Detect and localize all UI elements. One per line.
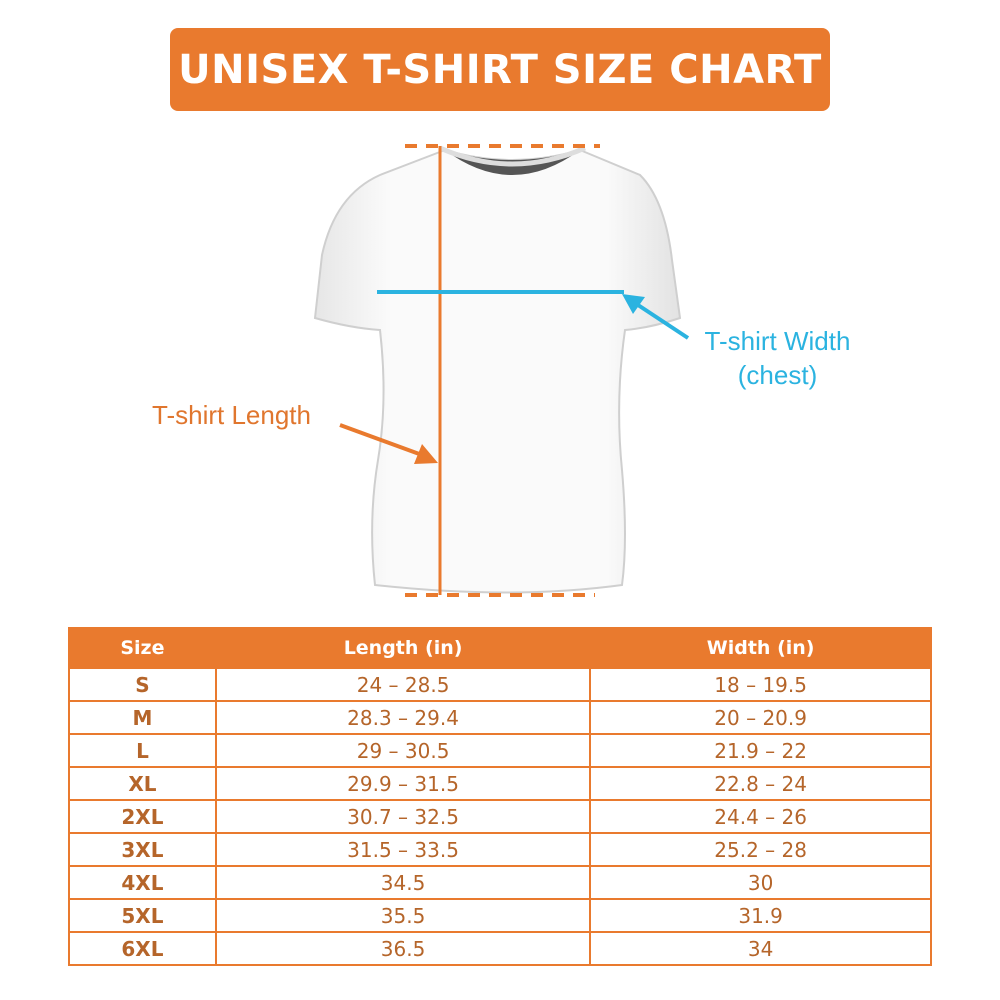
cell-width: 18 – 19.5	[589, 667, 932, 702]
header-length: Length (in)	[214, 627, 592, 669]
cell-length: 29 – 30.5	[214, 733, 592, 768]
cell-length: 35.5	[214, 898, 592, 933]
table-row: 2XL 30.7 – 32.5 24.4 – 26	[68, 799, 932, 834]
cell-width: 25.2 – 28	[589, 832, 932, 867]
cell-size: 4XL	[68, 865, 217, 900]
cell-size: 6XL	[68, 931, 217, 966]
cell-length: 24 – 28.5	[214, 667, 592, 702]
cell-width: 34	[589, 931, 932, 966]
cell-size: XL	[68, 766, 217, 801]
table-row: 4XL 34.5 30	[68, 865, 932, 900]
cell-size: S	[68, 667, 217, 702]
cell-length: 31.5 – 33.5	[214, 832, 592, 867]
cell-width: 31.9	[589, 898, 932, 933]
cell-width: 21.9 – 22	[589, 733, 932, 768]
cell-width: 24.4 – 26	[589, 799, 932, 834]
cell-size: 3XL	[68, 832, 217, 867]
cell-size: M	[68, 700, 217, 735]
tshirt-illustration	[313, 148, 682, 594]
table-row: L 29 – 30.5 21.9 – 22	[68, 733, 932, 768]
cell-length: 28.3 – 29.4	[214, 700, 592, 735]
table-row: 5XL 35.5 31.9	[68, 898, 932, 933]
cell-size: L	[68, 733, 217, 768]
width-arrowhead-icon	[622, 294, 645, 314]
size-table: Size Length (in) Width (in) S 24 – 28.5 18…	[68, 627, 932, 966]
header-width: Width (in)	[589, 627, 932, 669]
table-row: M 28.3 – 29.4 20 – 20.9	[68, 700, 932, 735]
cell-length: 29.9 – 31.5	[214, 766, 592, 801]
table-row: 3XL 31.5 – 33.5 25.2 – 28	[68, 832, 932, 867]
length-label: T-shirt Length	[152, 400, 311, 430]
page-title: UNISEX T-SHIRT SIZE CHART	[170, 28, 830, 111]
table-row: XL 29.9 – 31.5 22.8 – 24	[68, 766, 932, 801]
width-arrow	[633, 301, 690, 340]
cell-width: 22.8 – 24	[589, 766, 932, 801]
tshirt-diagram	[313, 144, 690, 597]
cell-size: 2XL	[68, 799, 217, 834]
width-label-line2: (chest)	[737, 360, 818, 390]
width-label-line1: T-shirt Width	[704, 326, 851, 356]
width-label: T-shirt Width (chest)	[690, 324, 865, 392]
table-row: S 24 – 28.5 18 – 19.5	[68, 667, 932, 702]
cell-width: 30	[589, 865, 932, 900]
length-arrowhead-icon	[414, 444, 438, 464]
cell-width: 20 – 20.9	[589, 700, 932, 735]
cell-length: 30.7 – 32.5	[214, 799, 592, 834]
length-arrow	[339, 423, 423, 457]
header-size: Size	[68, 627, 217, 669]
cell-length: 36.5	[214, 931, 592, 966]
cell-length: 34.5	[214, 865, 592, 900]
table-row: 6XL 36.5 34	[68, 931, 932, 966]
cell-size: 5XL	[68, 898, 217, 933]
